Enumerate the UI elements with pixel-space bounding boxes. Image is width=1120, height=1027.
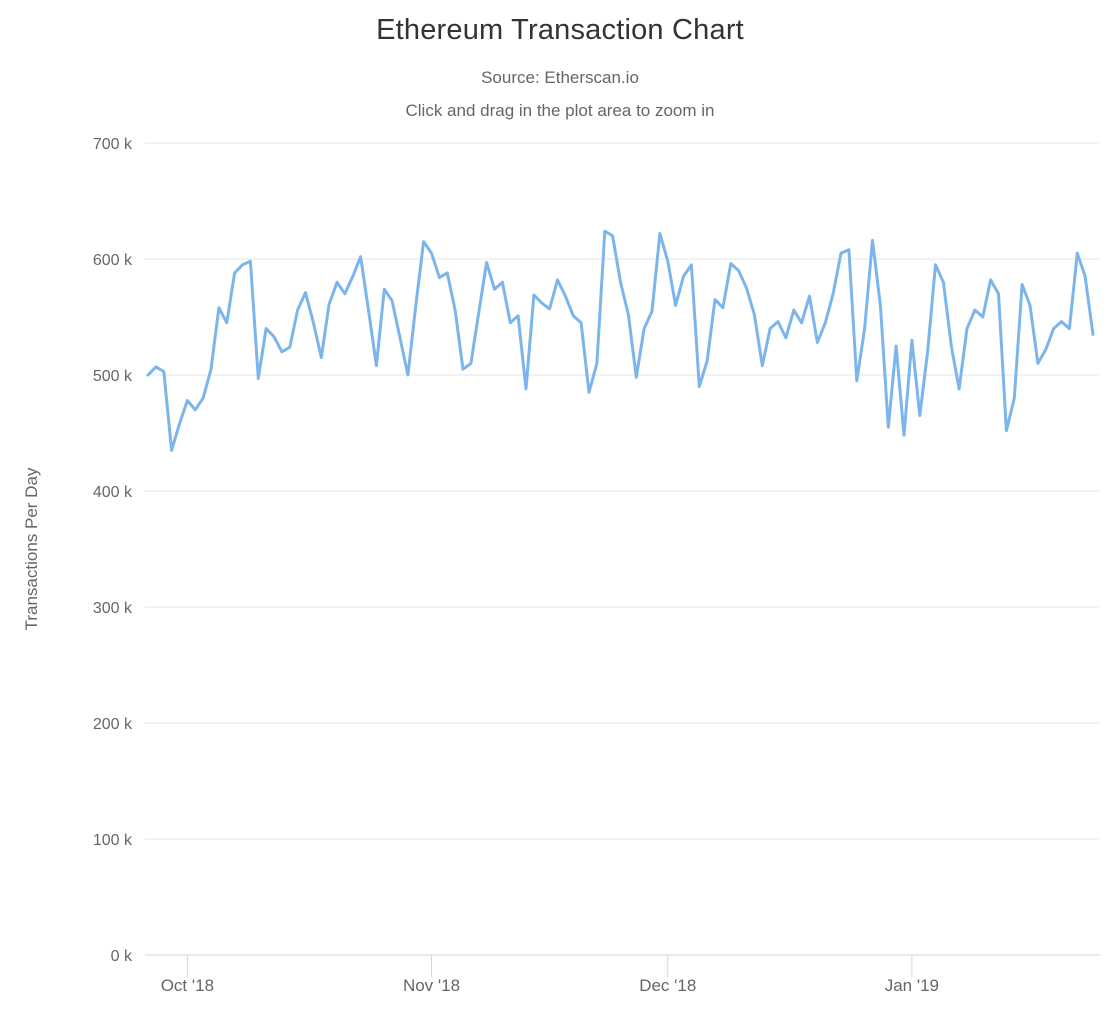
x-axis-label: Oct '18 — [161, 976, 214, 995]
x-axis-label: Dec '18 — [639, 976, 696, 995]
y-axis-label: 300 k — [93, 600, 133, 617]
x-axis-label: Jan '19 — [885, 976, 939, 995]
y-axis-label: 0 k — [111, 948, 133, 965]
y-axis-label: 100 k — [93, 832, 133, 849]
y-axis-label: 500 k — [93, 368, 133, 385]
y-axis-label: 600 k — [93, 252, 133, 269]
chart-source: Source: Etherscan.io — [481, 68, 639, 87]
chart-zoom-hint: Click and drag in the plot area to zoom … — [405, 101, 715, 120]
y-axis-label: 400 k — [93, 484, 133, 501]
y-axis-label: 200 k — [93, 716, 133, 733]
plot-area[interactable] — [145, 143, 1100, 955]
y-axis-label: 700 k — [93, 136, 133, 153]
chart-subtitle: Source: Etherscan.io Click and drag in t… — [0, 61, 1120, 127]
transactions-series-line[interactable] — [146, 229, 1095, 452]
chart-title: Ethereum Transaction Chart — [376, 14, 744, 46]
y-axis-title: Transactions Per Day — [22, 467, 41, 630]
x-axis-label: Nov '18 — [403, 976, 460, 995]
